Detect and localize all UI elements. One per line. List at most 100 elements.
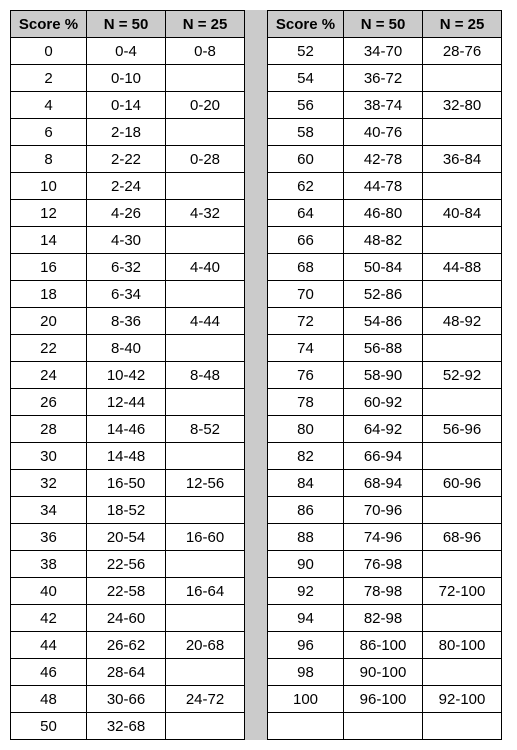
table-row: 3620-5416-60 xyxy=(11,524,245,551)
table-row: 208-364-44 xyxy=(11,308,245,335)
divider-gap xyxy=(245,10,267,740)
cell-n25 xyxy=(423,119,502,146)
cell-score: 86 xyxy=(268,497,344,524)
table-row: 4426-6220-68 xyxy=(11,632,245,659)
table-row: 8266-94 xyxy=(268,443,502,470)
cell-score: 42 xyxy=(11,605,87,632)
cell-n25 xyxy=(166,551,245,578)
cell-n25: 28-76 xyxy=(423,38,502,65)
table-row: 4830-6624-72 xyxy=(11,686,245,713)
cell-n50: 2-22 xyxy=(87,146,166,173)
cell-n25 xyxy=(166,173,245,200)
right-table: Score % N = 50 N = 25 5234-7028-765436-7… xyxy=(267,10,502,740)
cell-score: 54 xyxy=(268,65,344,92)
cell-n25: 16-60 xyxy=(166,524,245,551)
cell-n25: 92-100 xyxy=(423,686,502,713)
cell-n50: 64-92 xyxy=(344,416,423,443)
cell-n25 xyxy=(423,281,502,308)
cell-n50: 42-78 xyxy=(344,146,423,173)
cell-n50: 68-94 xyxy=(344,470,423,497)
cell-n25: 12-56 xyxy=(166,470,245,497)
cell-n25 xyxy=(166,713,245,740)
table-row: 8670-96 xyxy=(268,497,502,524)
cell-n50: 24-60 xyxy=(87,605,166,632)
table-row: 82-220-28 xyxy=(11,146,245,173)
cell-score: 28 xyxy=(11,416,87,443)
cell-score: 78 xyxy=(268,389,344,416)
cell-n50: 22-56 xyxy=(87,551,166,578)
cell-n50: 18-52 xyxy=(87,497,166,524)
table-row: 2612-44 xyxy=(11,389,245,416)
cell-n25: 16-64 xyxy=(166,578,245,605)
cell-n25: 8-48 xyxy=(166,362,245,389)
cell-score: 98 xyxy=(268,659,344,686)
cell-n25: 24-72 xyxy=(166,686,245,713)
cell-score: 96 xyxy=(268,632,344,659)
cell-n50: 10-42 xyxy=(87,362,166,389)
cell-n50: 96-100 xyxy=(344,686,423,713)
cell-score: 14 xyxy=(11,227,87,254)
header-n50: N = 50 xyxy=(87,11,166,38)
cell-n50: 26-62 xyxy=(87,632,166,659)
header-n25: N = 25 xyxy=(166,11,245,38)
cell-score: 30 xyxy=(11,443,87,470)
cell-score: 4 xyxy=(11,92,87,119)
cell-score: 50 xyxy=(11,713,87,740)
cell-n25: 0-28 xyxy=(166,146,245,173)
table-row: 186-34 xyxy=(11,281,245,308)
cell-n25 xyxy=(423,227,502,254)
cell-score: 8 xyxy=(11,146,87,173)
cell-n50: 30-66 xyxy=(87,686,166,713)
cell-n25: 60-96 xyxy=(423,470,502,497)
cell-n25 xyxy=(423,551,502,578)
cell-n50: 48-82 xyxy=(344,227,423,254)
cell-n25 xyxy=(166,281,245,308)
cell-n25 xyxy=(166,659,245,686)
cell-n50: 54-86 xyxy=(344,308,423,335)
table-row: 6446-8040-84 xyxy=(268,200,502,227)
table-wrapper: Score % N = 50 N = 25 00-40-820-1040-140… xyxy=(10,10,507,740)
cell-score: 20 xyxy=(11,308,87,335)
cell-n25 xyxy=(423,713,502,740)
cell-n50: 56-88 xyxy=(344,335,423,362)
cell-n50: 60-92 xyxy=(344,389,423,416)
cell-score: 72 xyxy=(268,308,344,335)
cell-n25 xyxy=(166,389,245,416)
cell-score: 22 xyxy=(11,335,87,362)
cell-n50: 90-100 xyxy=(344,659,423,686)
table-row: 9278-9872-100 xyxy=(268,578,502,605)
cell-score: 62 xyxy=(268,173,344,200)
table-row: 9482-98 xyxy=(268,605,502,632)
cell-n25: 44-88 xyxy=(423,254,502,281)
cell-n50: 82-98 xyxy=(344,605,423,632)
cell-score: 32 xyxy=(11,470,87,497)
cell-score: 6 xyxy=(11,119,87,146)
cell-n25 xyxy=(166,605,245,632)
cell-n25: 68-96 xyxy=(423,524,502,551)
cell-score: 88 xyxy=(268,524,344,551)
table-row: 166-324-40 xyxy=(11,254,245,281)
cell-n50: 36-72 xyxy=(344,65,423,92)
cell-n50 xyxy=(344,713,423,740)
cell-score: 26 xyxy=(11,389,87,416)
cell-n50: 16-50 xyxy=(87,470,166,497)
cell-score: 70 xyxy=(268,281,344,308)
cell-score: 38 xyxy=(11,551,87,578)
cell-n50: 6-32 xyxy=(87,254,166,281)
cell-n50: 44-78 xyxy=(344,173,423,200)
cell-n50: 8-36 xyxy=(87,308,166,335)
table-row: 144-30 xyxy=(11,227,245,254)
cell-n50: 22-58 xyxy=(87,578,166,605)
cell-n25 xyxy=(423,173,502,200)
table-row: 40-140-20 xyxy=(11,92,245,119)
cell-n50: 20-54 xyxy=(87,524,166,551)
cell-n25: 48-92 xyxy=(423,308,502,335)
cell-n25 xyxy=(166,119,245,146)
cell-score: 58 xyxy=(268,119,344,146)
cell-score: 76 xyxy=(268,362,344,389)
table-row: 7052-86 xyxy=(268,281,502,308)
table-row: 228-40 xyxy=(11,335,245,362)
cell-score: 84 xyxy=(268,470,344,497)
cell-n25: 8-52 xyxy=(166,416,245,443)
table-row: 7456-88 xyxy=(268,335,502,362)
